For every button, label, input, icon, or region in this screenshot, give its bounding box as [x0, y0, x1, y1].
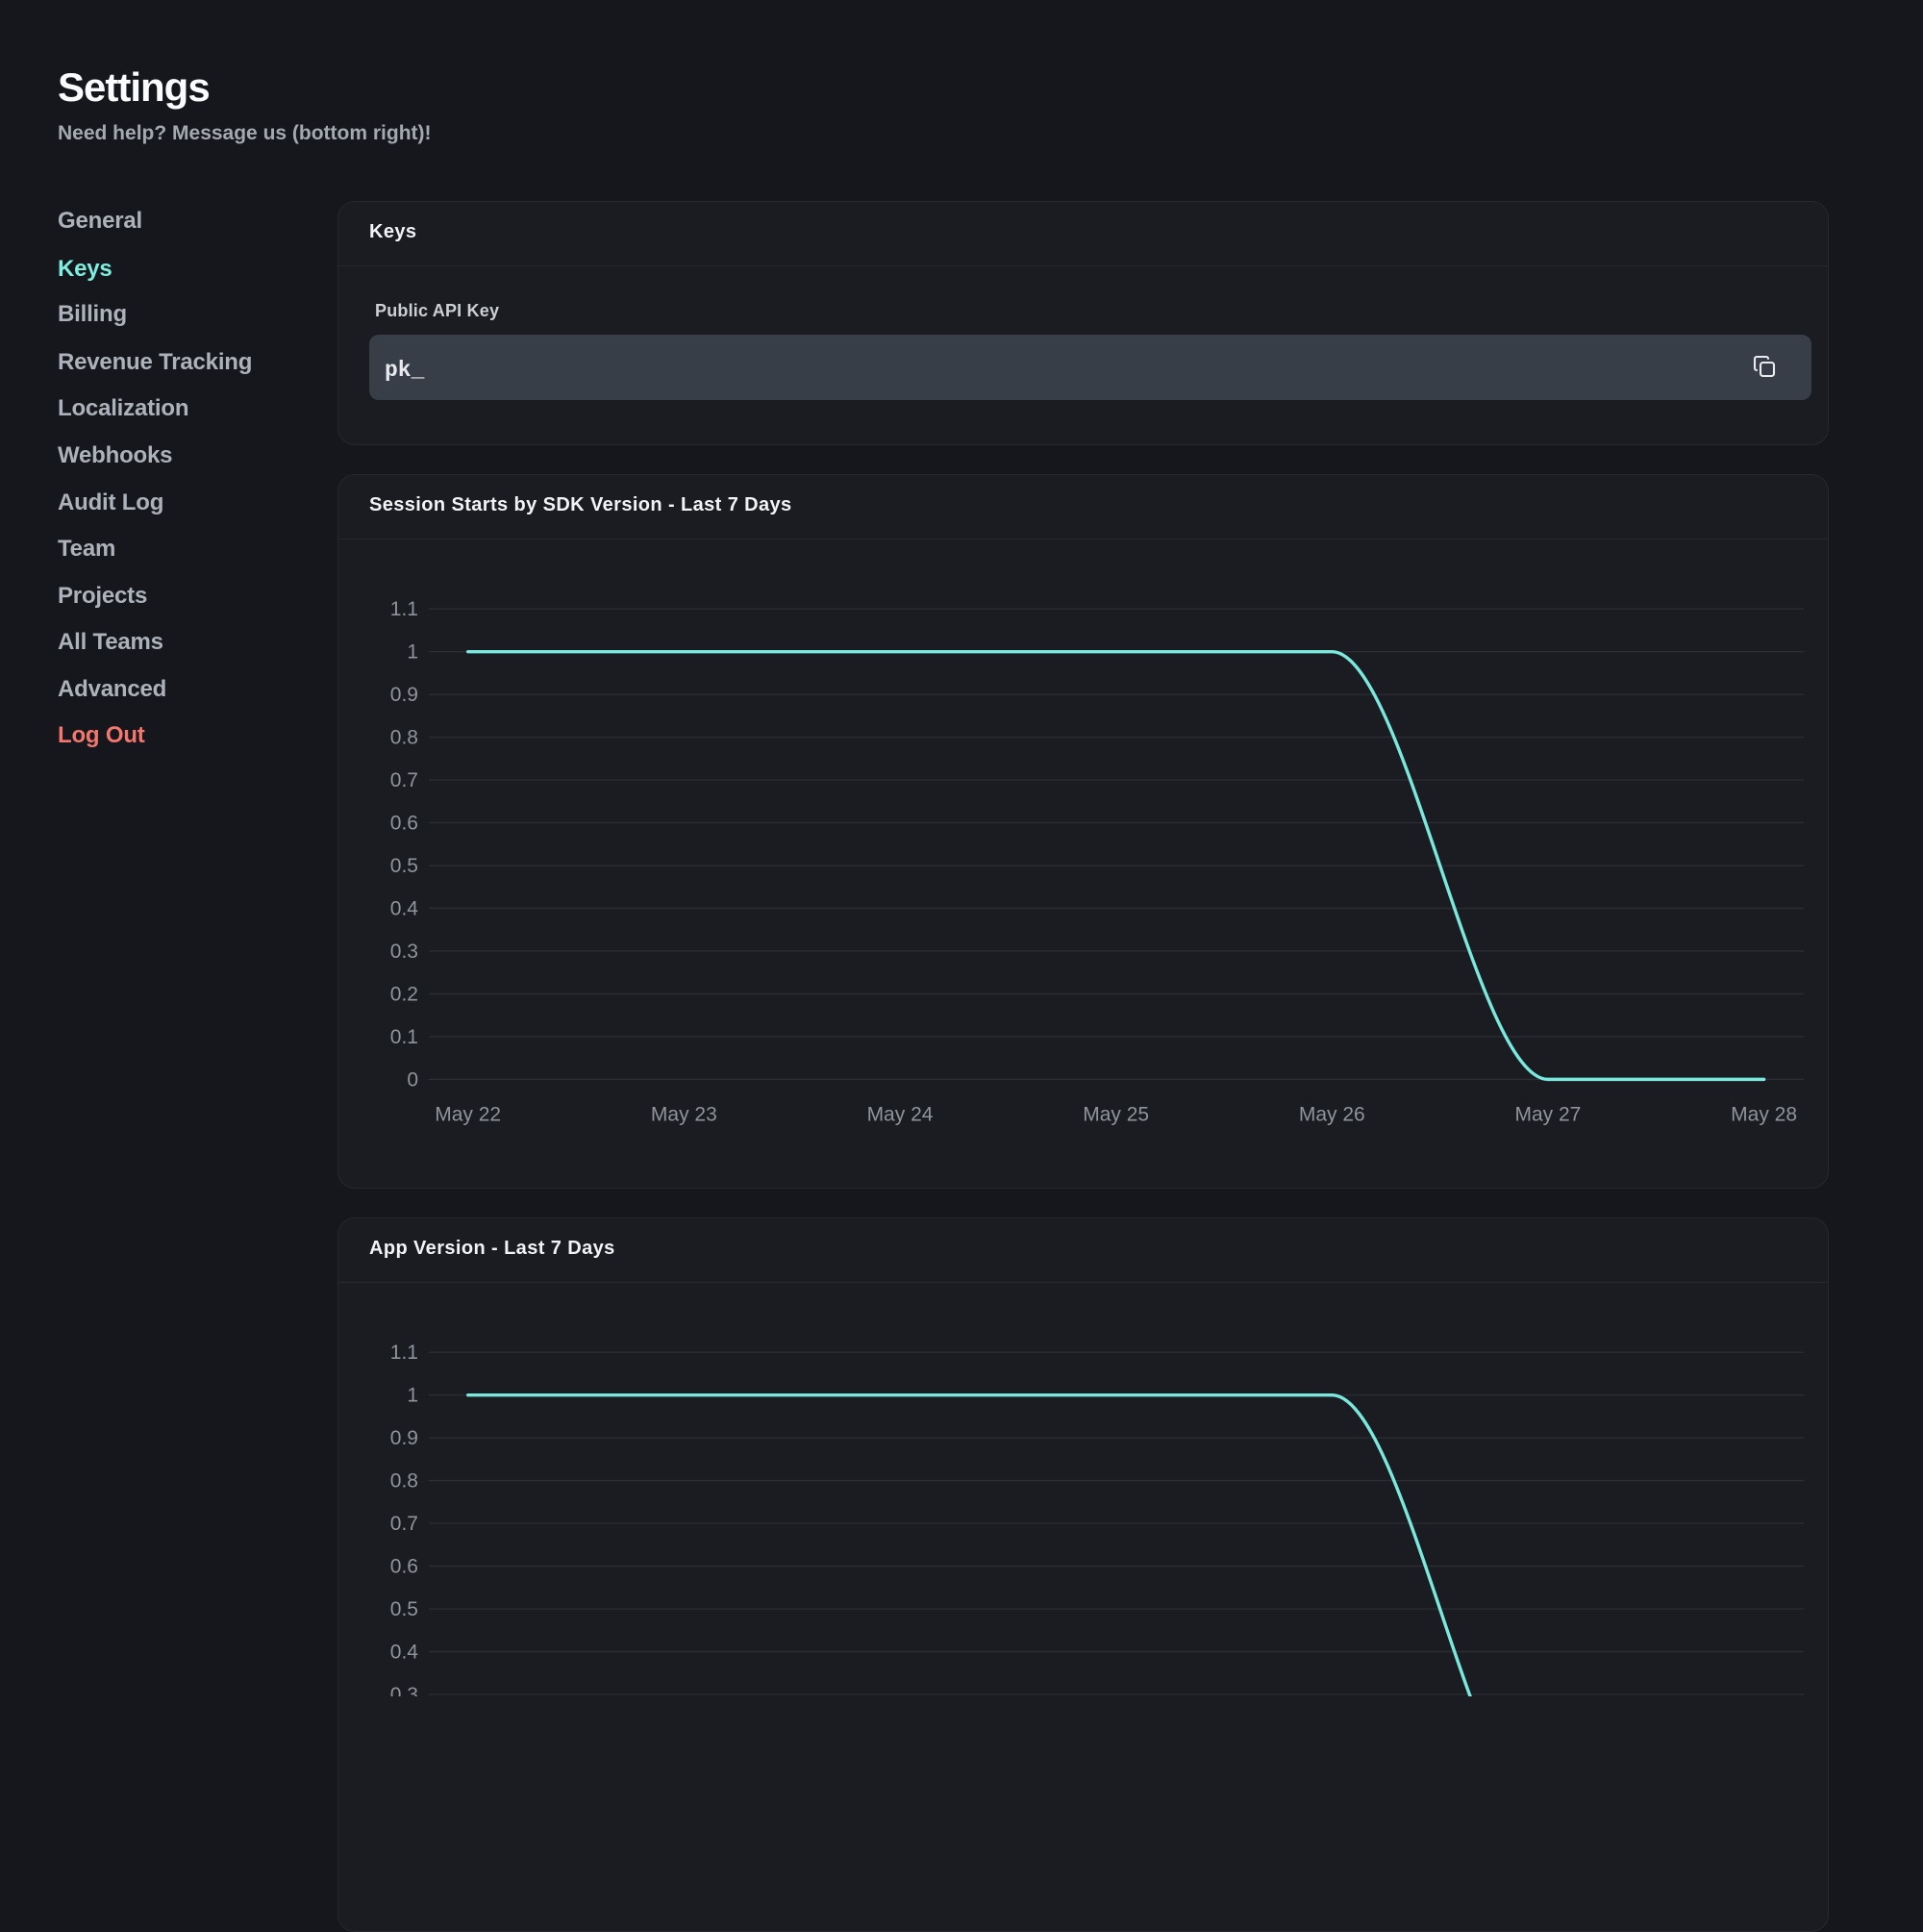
svg-text:0.5: 0.5: [390, 1598, 418, 1620]
svg-text:0.3: 0.3: [390, 941, 418, 963]
svg-text:May 27: May 27: [1515, 1103, 1582, 1125]
svg-text:1: 1: [407, 1385, 418, 1407]
svg-text:0.3: 0.3: [390, 1684, 418, 1696]
svg-text:0.4: 0.4: [390, 1641, 419, 1663]
svg-text:0.6: 0.6: [390, 1556, 418, 1578]
svg-text:1.1: 1.1: [390, 1342, 418, 1364]
svg-text:0.4: 0.4: [390, 897, 419, 919]
svg-text:0.7: 0.7: [390, 1513, 418, 1535]
svg-text:1.1: 1.1: [390, 598, 418, 620]
svg-text:0.2: 0.2: [390, 983, 418, 1005]
svg-text:0.7: 0.7: [390, 769, 418, 791]
svg-text:0.6: 0.6: [390, 813, 418, 835]
svg-text:May 24: May 24: [867, 1103, 934, 1125]
svg-text:May 23: May 23: [651, 1103, 717, 1125]
svg-text:0.1: 0.1: [390, 1026, 418, 1048]
svg-text:0.8: 0.8: [390, 1470, 418, 1493]
svg-text:0.9: 0.9: [390, 1427, 418, 1449]
svg-text:May 28: May 28: [1731, 1103, 1797, 1125]
svg-text:0: 0: [407, 1068, 418, 1091]
svg-text:May 25: May 25: [1083, 1103, 1149, 1125]
svg-text:May 22: May 22: [435, 1103, 501, 1125]
svg-text:0.9: 0.9: [390, 684, 418, 706]
svg-text:May 26: May 26: [1299, 1103, 1365, 1125]
svg-text:0.8: 0.8: [390, 727, 418, 749]
svg-text:0.5: 0.5: [390, 855, 418, 877]
svg-text:1: 1: [407, 641, 418, 664]
